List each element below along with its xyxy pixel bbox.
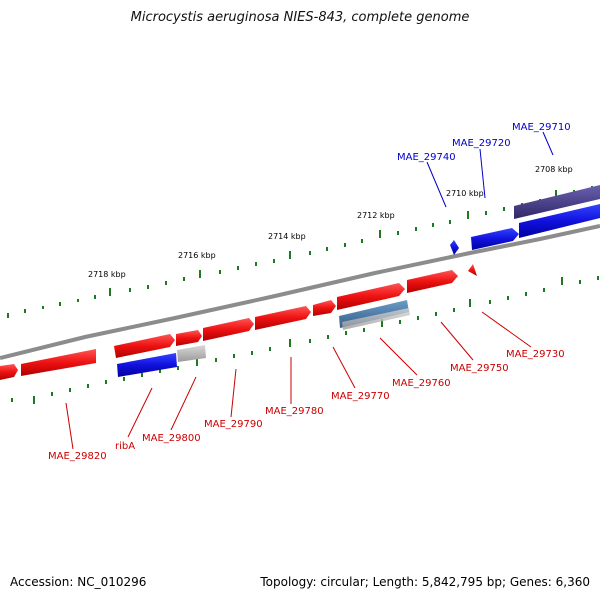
gene-label-mae29750[interactable]: MAE_29750 — [450, 363, 509, 374]
kbp-label-2716: 2716 kbp — [178, 251, 216, 260]
gene-arrow-mae29750[interactable] — [407, 270, 458, 293]
gene-arrow-mae29730[interactable] — [468, 264, 477, 276]
gene-arrow-mae29800[interactable] — [176, 330, 202, 346]
gene-arrow-mae29760[interactable] — [337, 283, 405, 310]
kbp-label-2714: 2714 kbp — [268, 232, 306, 241]
gene-label-mae29770[interactable]: MAE_29770 — [331, 391, 390, 402]
genome-summary-text: Topology: circular; Length: 5,842,795 bp… — [260, 575, 590, 589]
kbp-label-2710: 2710 kbp — [446, 189, 484, 198]
gene-label-mae29720[interactable]: MAE_29720 — [452, 138, 511, 149]
gene-arrow-mae29740[interactable] — [471, 228, 519, 250]
gene-label-mae29730[interactable]: MAE_29730 — [506, 349, 565, 360]
accession-text: Accession: NC_010296 — [10, 575, 147, 589]
pseudo-gene-bar-right[interactable] — [342, 308, 410, 330]
gene-label-mae29820[interactable]: MAE_29820 — [48, 451, 107, 462]
pseudo-gene-bar-left[interactable] — [177, 345, 206, 362]
gene-arrow-mae29780[interactable] — [255, 306, 311, 330]
lower-tick-track — [11, 276, 599, 404]
label-leader-lines — [65, 131, 554, 450]
gene-arrow-mae29790[interactable] — [203, 318, 254, 341]
gene-arrow-mae29710[interactable] — [514, 185, 600, 219]
gene-arrow-mae29820[interactable] — [21, 349, 96, 376]
kbp-label-2712: 2712 kbp — [357, 211, 395, 220]
gene-label-mae29790[interactable]: MAE_29790 — [204, 419, 263, 430]
gene-label-mae29780[interactable]: MAE_29780 — [265, 406, 324, 417]
genome-backbone — [0, 224, 600, 360]
kbp-label-2718: 2718 kbp — [88, 270, 126, 279]
gene-label-mae29760[interactable]: MAE_29760 — [392, 378, 451, 389]
kbp-label-2708: 2708 kbp — [535, 165, 573, 174]
upper-tick-track — [7, 186, 593, 318]
gene-label-ribA[interactable]: ribA — [115, 441, 135, 452]
reverse-gene-bar-ribA[interactable] — [117, 353, 177, 377]
map-title: Microcystis aeruginosa NIES-843, complet… — [130, 10, 470, 25]
gene-label-mae29710[interactable]: MAE_29710 — [512, 122, 571, 133]
forward-gene-track — [0, 264, 477, 380]
gene-label-mae29740[interactable]: MAE_29740 — [397, 152, 456, 163]
gene-label-mae29800[interactable]: MAE_29800 — [142, 433, 201, 444]
gene-arrow-small-blue[interactable] — [450, 240, 459, 255]
gene-arrow-ribA[interactable] — [114, 334, 175, 358]
gene-arrow-mae29720[interactable] — [519, 204, 600, 238]
gene-arrow-mae29770[interactable] — [313, 300, 336, 316]
gene-arrow-left-edge[interactable] — [0, 364, 18, 380]
